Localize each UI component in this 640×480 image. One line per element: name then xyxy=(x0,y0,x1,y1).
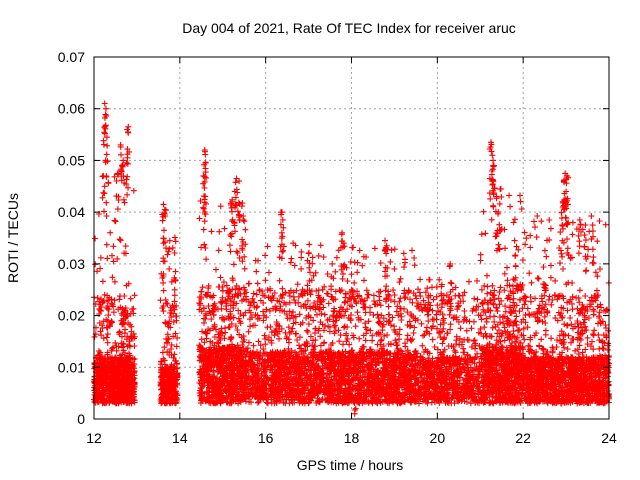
y-tick-label: 0.02 xyxy=(58,308,85,324)
x-axis-ticks: 12 14 16 18 20 22 24 xyxy=(86,57,617,446)
y-tick-label: 0.05 xyxy=(58,152,85,168)
y-tick-label: 0.06 xyxy=(58,101,85,117)
roti-scatter-points xyxy=(91,100,612,417)
x-axis-label: GPS time / hours xyxy=(297,457,404,473)
grid-lines xyxy=(94,57,609,419)
x-tick-label: 20 xyxy=(430,430,446,446)
chart-title: Day 004 of 2021, Rate Of TEC Index for r… xyxy=(182,20,516,36)
y-tick-label: 0.01 xyxy=(58,359,85,375)
y-tick-label: 0.03 xyxy=(58,256,85,272)
x-tick-label: 18 xyxy=(344,430,360,446)
x-tick-label: 14 xyxy=(172,430,188,446)
x-tick-label: 22 xyxy=(515,430,531,446)
y-tick-label: 0 xyxy=(77,411,85,427)
y-axis-label: ROTI / TECUs xyxy=(5,193,21,283)
x-tick-label: 12 xyxy=(86,430,102,446)
y-tick-label: 0.04 xyxy=(58,204,85,220)
x-tick-label: 16 xyxy=(258,430,274,446)
y-tick-label: 0.07 xyxy=(58,49,85,65)
y-axis-ticks: 0 0.01 0.02 0.03 0.04 0.05 0.06 0.07 xyxy=(58,49,609,427)
x-tick-label: 24 xyxy=(601,430,617,446)
data-points xyxy=(91,100,612,417)
